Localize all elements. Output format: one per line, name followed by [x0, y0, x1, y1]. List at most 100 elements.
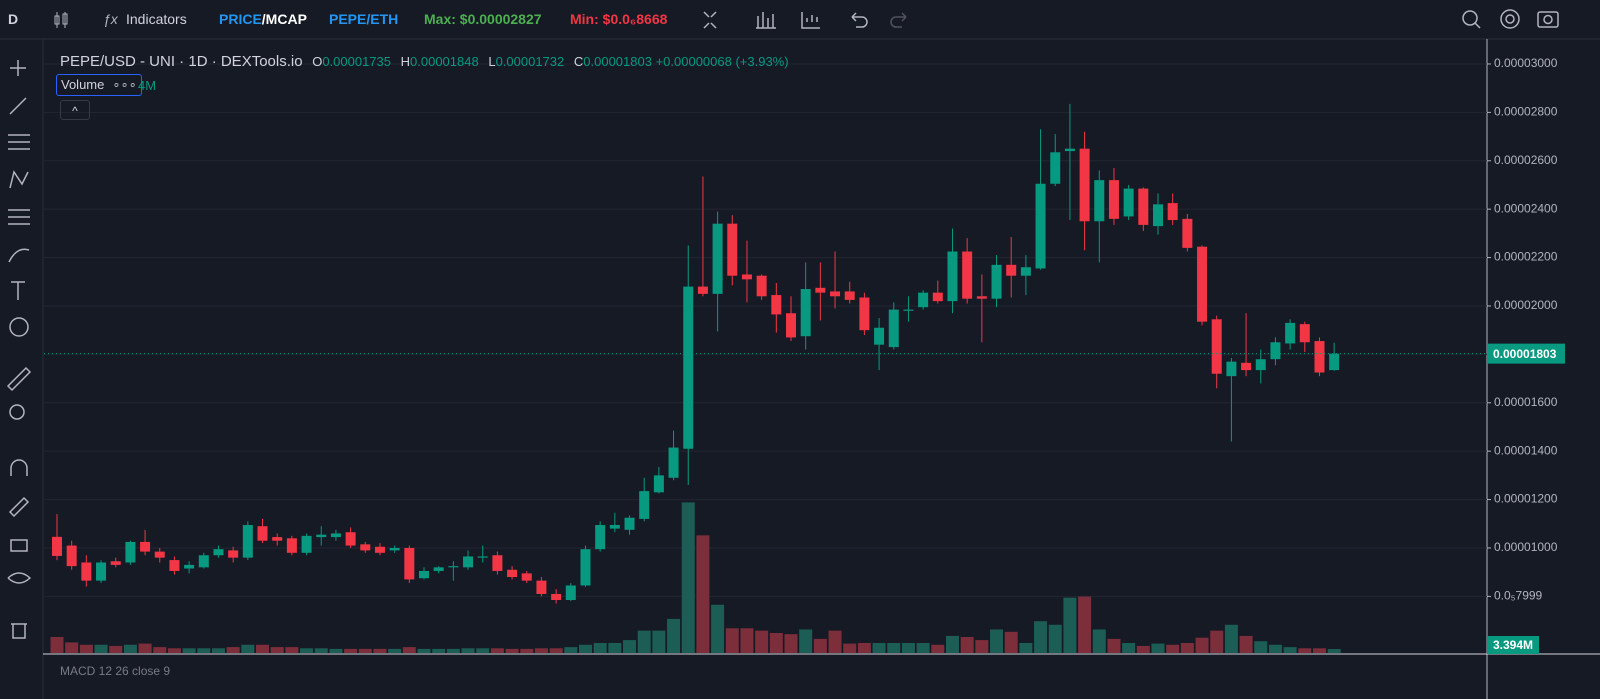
- indicators-button[interactable]: Indicators: [126, 11, 187, 27]
- undo-button[interactable]: [851, 12, 868, 28]
- lock-tool[interactable]: [10, 539, 28, 552]
- volume-bar: [578, 644, 592, 653]
- change-value: +0.00000068 (+3.93%): [655, 54, 789, 69]
- y-tick-label: 0.00002600: [1494, 153, 1558, 167]
- redo-button[interactable]: [890, 12, 907, 28]
- volume-bar: [887, 642, 901, 653]
- volume-bar: [549, 648, 563, 653]
- visibility-tool[interactable]: [7, 572, 32, 584]
- volume-bar: [1283, 647, 1297, 653]
- candle-body: [800, 289, 811, 337]
- mcap-toggle[interactable]: /MCAP: [261, 11, 307, 27]
- candle-body: [830, 291, 841, 297]
- volume-bar: [94, 644, 108, 653]
- prediction-tool[interactable]: [8, 209, 30, 225]
- volume-bar: [358, 648, 372, 653]
- volume-bar: [872, 642, 886, 653]
- ruler-tool[interactable]: [6, 366, 32, 392]
- trendline-tool[interactable]: [9, 97, 27, 115]
- price-mcap-toggle[interactable]: PRICE/MCAP: [219, 11, 307, 27]
- delete-tool[interactable]: [11, 623, 27, 639]
- volume-bar: [490, 648, 504, 653]
- volume-bar: [241, 644, 255, 653]
- right-icons[interactable]: [1458, 6, 1600, 34]
- candle-body: [1226, 361, 1237, 377]
- price-toggle[interactable]: PRICE: [219, 11, 262, 27]
- candle-body: [154, 551, 165, 558]
- brush-tool[interactable]: [8, 248, 30, 263]
- volume-label: 3.394M: [1493, 638, 1533, 652]
- high-value: 0.00001848: [410, 54, 479, 69]
- candle-body: [1211, 319, 1222, 374]
- screenshot-button[interactable]: [1537, 11, 1559, 28]
- volume-bar: [1254, 641, 1268, 653]
- y-tick-label: 0.00003000: [1494, 56, 1558, 70]
- templates-button[interactable]: [801, 12, 820, 29]
- volume-bar: [1034, 621, 1048, 653]
- more-button[interactable]: ∘∘∘: [112, 77, 137, 92]
- candle-body: [991, 264, 1002, 299]
- pattern-tool[interactable]: [9, 170, 29, 189]
- volume-label-bg: [1487, 636, 1539, 654]
- macd-label: MACD 12 26 close 9: [60, 664, 171, 678]
- close-key: C: [573, 54, 584, 69]
- volume-bar: [109, 645, 123, 653]
- candle-body: [1329, 353, 1340, 371]
- volume-bar: [755, 630, 769, 653]
- low-key: L: [488, 54, 496, 69]
- icon-tool[interactable]: [9, 317, 29, 337]
- max-price: Max: $0.00002827: [424, 11, 542, 27]
- volume-bar: [1298, 648, 1312, 653]
- volume-bar: [740, 628, 754, 653]
- volume-bar: [960, 636, 974, 653]
- crosshair-tool[interactable]: [10, 60, 26, 76]
- candle-body: [213, 549, 224, 556]
- fullscreen-button[interactable]: [703, 11, 717, 29]
- volume-bar: [1239, 635, 1253, 653]
- candle-body: [1255, 359, 1266, 371]
- volume-bar: [901, 642, 915, 653]
- magnet-tool[interactable]: [10, 459, 28, 476]
- settings-button[interactable]: [1505, 14, 1515, 24]
- zoom-tool[interactable]: [9, 404, 25, 420]
- candle-body: [242, 524, 253, 558]
- volume-bar: [843, 643, 857, 653]
- candle-body: [1182, 218, 1193, 248]
- compare-button[interactable]: [756, 12, 776, 29]
- candle-body: [771, 295, 782, 315]
- volume-bar: [916, 642, 930, 653]
- toolbar-icons[interactable]: [700, 8, 920, 32]
- text-tool[interactable]: [11, 281, 25, 300]
- candle-body: [52, 536, 62, 556]
- candle-body: [962, 251, 973, 299]
- candle-body: [1153, 204, 1163, 227]
- lock-drawing-tool[interactable]: [8, 496, 30, 518]
- fib-tool[interactable]: [8, 134, 30, 150]
- volume-bar: [1107, 638, 1121, 653]
- volume-bar: [344, 648, 358, 653]
- volume-bar: [564, 647, 578, 653]
- volume-bar: [226, 647, 240, 653]
- volume-bar: [1136, 645, 1150, 653]
- drawing-tools[interactable]: [6, 60, 32, 639]
- interval-button[interactable]: D: [8, 11, 19, 27]
- volume-bar: [1004, 631, 1018, 653]
- search-button[interactable]: [1462, 10, 1478, 26]
- volume-legend[interactable]: Volume ∘∘∘: [56, 74, 142, 96]
- volume-bar: [945, 635, 959, 653]
- volume-bar: [652, 630, 666, 653]
- min-price: Min: $0.0₆8668: [570, 11, 668, 27]
- candle-body: [1285, 322, 1296, 344]
- collapse-button[interactable]: ^: [60, 100, 90, 120]
- candle-body: [301, 535, 312, 553]
- volume-bar: [857, 642, 871, 653]
- volume-bar: [1327, 649, 1341, 653]
- candle-body: [683, 286, 694, 449]
- volume-bar: [593, 642, 607, 653]
- price-label-bg: [1487, 343, 1565, 364]
- candle-body: [316, 534, 327, 538]
- chart-type-button[interactable]: [52, 9, 70, 31]
- pair-toggle[interactable]: PEPE/ETH: [329, 11, 399, 27]
- candle-body: [140, 541, 151, 552]
- candle-body: [756, 275, 767, 297]
